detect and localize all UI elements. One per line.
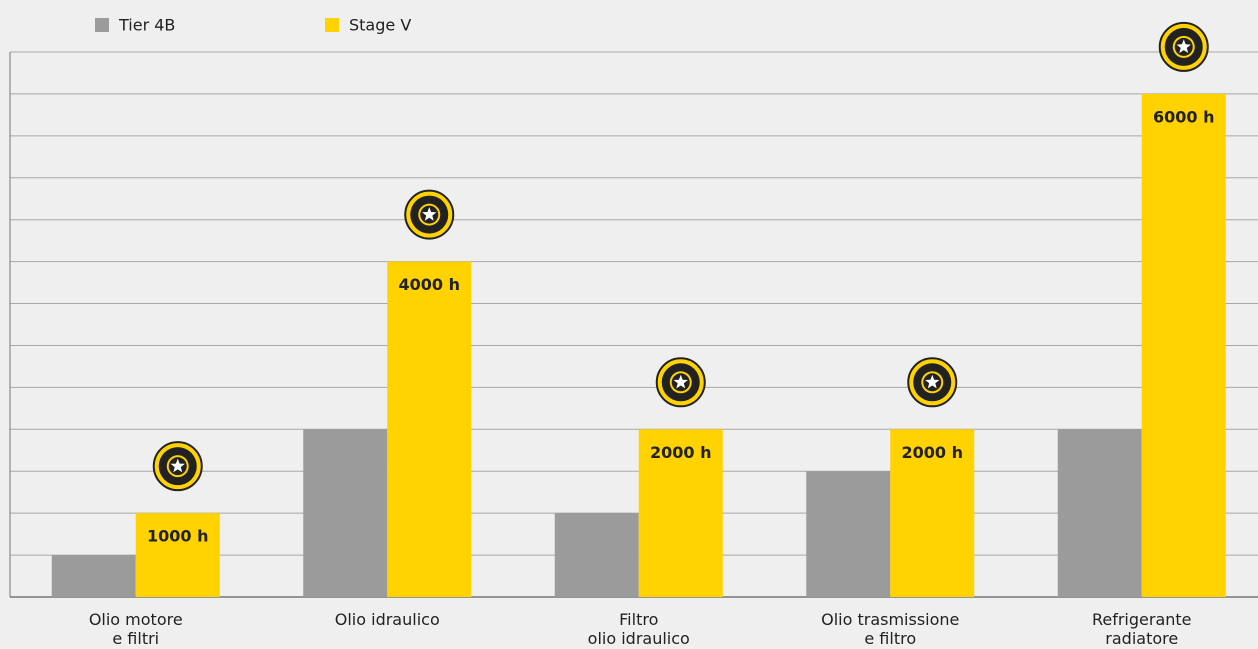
badge-label: BEST IN CLASS [0,0,952,402]
value-label: 2000 h [902,443,964,462]
badge-text: BEST IN CLASS [0,0,952,402]
bar [806,471,891,597]
badge-text: BEST IN CLASS [0,0,700,402]
badge-text: BEST IN CLASS [0,0,1203,67]
value-label: 2000 h [650,443,712,462]
x-tick-label: Filtro olio idraulico [587,610,690,648]
bar [554,513,639,597]
value-label: 4000 h [399,275,461,294]
legend-swatch [95,18,109,32]
legend-label: Tier 4B [118,16,175,35]
badge-text: BEST IN CLASS [0,0,197,486]
badge-star [170,458,185,473]
badge-label: BEST IN CLASS [0,0,449,234]
bar [1141,93,1226,597]
x-tick-label: Olio trasmissione e filtro [821,610,960,648]
legend-swatch [325,18,339,32]
x-tick-label: Refrigerante radiatore [1091,610,1192,648]
bar [1057,429,1142,597]
bar [135,513,220,597]
value-label: 6000 h [1153,107,1215,126]
bar [387,261,472,597]
badge-label: BEST IN CLASS [0,0,1203,67]
legend-label: Stage V [349,16,411,35]
bar [638,429,723,597]
x-tick-label: Olio idraulico [334,610,440,629]
value-label: 1000 h [147,527,209,546]
bar [51,555,136,597]
badge-star [673,374,688,389]
bar [303,429,388,597]
x-tick-label: Olio motore e filtri [88,610,183,648]
badge-label: BEST IN CLASS [0,0,197,486]
badge-label: BEST IN CLASS [0,0,700,402]
badge-star [1176,39,1191,53]
badge-star [925,374,940,389]
badge-star [422,207,437,221]
badge-text: BEST IN CLASS [0,0,449,234]
bar [890,429,975,597]
